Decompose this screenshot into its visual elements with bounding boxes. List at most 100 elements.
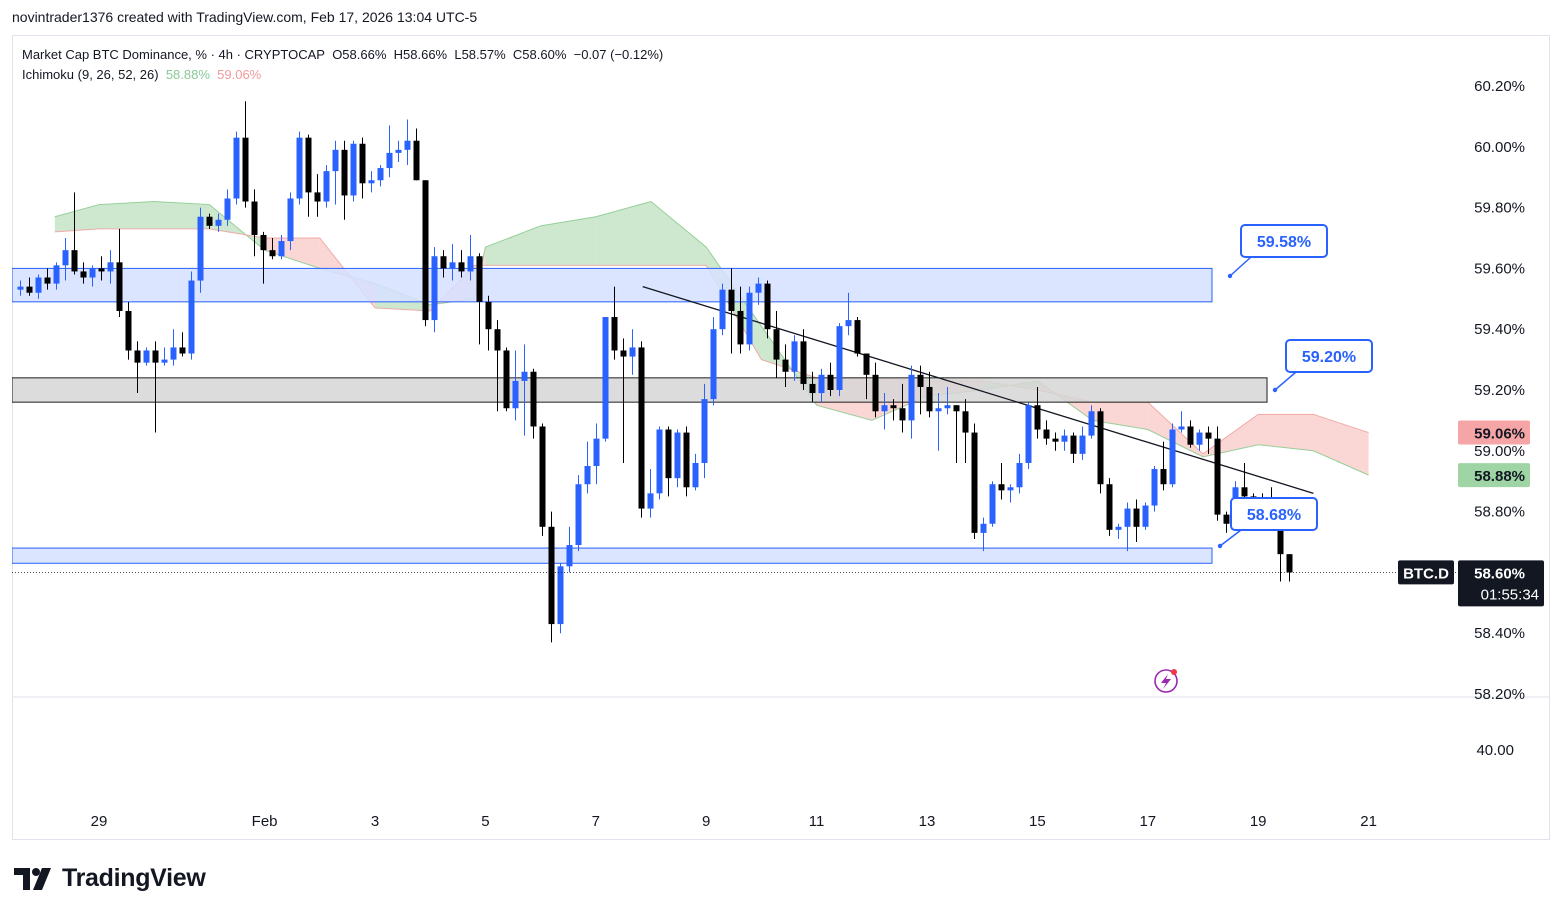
- candle[interactable]: [440, 250, 447, 278]
- candle[interactable]: [719, 283, 726, 336]
- candle[interactable]: [773, 310, 780, 378]
- candle[interactable]: [395, 140, 402, 162]
- candle[interactable]: [1169, 423, 1176, 488]
- candle[interactable]: [80, 262, 87, 284]
- candle[interactable]: [593, 423, 600, 485]
- candle[interactable]: [800, 329, 807, 390]
- candle[interactable]: [242, 101, 249, 208]
- candle[interactable]: [26, 277, 33, 296]
- candle[interactable]: [917, 365, 924, 415]
- candle[interactable]: [341, 140, 348, 220]
- candle[interactable]: [1070, 432, 1077, 463]
- candle[interactable]: [737, 286, 744, 354]
- candle[interactable]: [530, 368, 537, 439]
- candle[interactable]: [359, 137, 366, 199]
- candle[interactable]: [170, 329, 177, 366]
- candle[interactable]: [1106, 478, 1113, 536]
- candle[interactable]: [962, 399, 969, 463]
- candle[interactable]: [809, 371, 816, 403]
- candle[interactable]: [1214, 426, 1221, 521]
- candle[interactable]: [476, 253, 483, 345]
- candle[interactable]: [494, 320, 501, 412]
- trendline[interactable]: [642, 286, 1314, 494]
- candle[interactable]: [323, 165, 330, 208]
- candle[interactable]: [269, 238, 276, 260]
- candle[interactable]: [89, 265, 96, 287]
- candle[interactable]: [980, 517, 987, 552]
- zone-price-label[interactable]: 59.20%: [1272, 339, 1373, 393]
- candle[interactable]: [1160, 441, 1167, 491]
- candle[interactable]: [845, 292, 852, 336]
- candle[interactable]: [1151, 466, 1158, 512]
- candle[interactable]: [62, 238, 69, 281]
- candle[interactable]: [818, 368, 825, 403]
- candle[interactable]: [206, 213, 213, 229]
- candle[interactable]: [107, 250, 114, 284]
- candle[interactable]: [584, 441, 591, 494]
- candle[interactable]: [512, 350, 519, 421]
- candle[interactable]: [485, 295, 492, 351]
- candle[interactable]: [611, 286, 618, 360]
- candle[interactable]: [1016, 453, 1023, 494]
- candle[interactable]: [224, 189, 231, 226]
- candle[interactable]: [881, 393, 888, 430]
- candle[interactable]: [260, 231, 267, 284]
- candle[interactable]: [287, 192, 294, 251]
- candle[interactable]: [413, 128, 420, 181]
- candle[interactable]: [629, 329, 636, 375]
- candle[interactable]: [1097, 408, 1104, 494]
- candle[interactable]: [899, 383, 906, 433]
- price-chart[interactable]: 59.58% 59.20% 58.68% 60.20% 60.00% 59.80% 59.…: [12, 35, 1550, 840]
- candle[interactable]: [935, 393, 942, 451]
- candle[interactable]: [575, 475, 582, 552]
- candle[interactable]: [1205, 426, 1212, 454]
- candle[interactable]: [53, 262, 60, 290]
- candle[interactable]: [368, 171, 375, 193]
- candle[interactable]: [1007, 484, 1014, 503]
- candle[interactable]: [836, 323, 843, 397]
- candle[interactable]: [764, 280, 771, 339]
- candle[interactable]: [1025, 402, 1032, 470]
- candle[interactable]: [1178, 411, 1185, 433]
- candle[interactable]: [521, 344, 528, 436]
- candle[interactable]: [548, 511, 555, 643]
- candle[interactable]: [296, 131, 303, 205]
- candle[interactable]: [35, 274, 42, 299]
- candle[interactable]: [971, 423, 978, 539]
- candle[interactable]: [332, 140, 339, 205]
- candle[interactable]: [602, 317, 609, 442]
- candle[interactable]: [386, 125, 393, 178]
- candle[interactable]: [944, 386, 951, 415]
- candle[interactable]: [278, 234, 285, 260]
- candle[interactable]: [449, 244, 456, 281]
- candle[interactable]: [908, 365, 915, 439]
- candle[interactable]: [1079, 426, 1086, 460]
- legend-indicator[interactable]: Ichimoku (9, 26, 52, 26): [22, 67, 159, 82]
- candle[interactable]: [179, 332, 186, 357]
- candle[interactable]: [215, 213, 222, 232]
- candle[interactable]: [422, 180, 429, 327]
- candle[interactable]: [782, 344, 789, 387]
- candle[interactable]: [1223, 511, 1230, 533]
- candle[interactable]: [863, 353, 870, 400]
- candle[interactable]: [152, 341, 159, 433]
- candle[interactable]: [566, 526, 573, 573]
- candle[interactable]: [638, 341, 645, 518]
- candle[interactable]: [998, 462, 1005, 500]
- candle[interactable]: [71, 192, 78, 275]
- candle[interactable]: [710, 317, 717, 406]
- candle[interactable]: [1034, 386, 1041, 439]
- candle[interactable]: [890, 399, 897, 421]
- candle[interactable]: [1043, 420, 1050, 445]
- candle[interactable]: [98, 256, 105, 281]
- candle[interactable]: [1061, 429, 1068, 451]
- candle[interactable]: [17, 280, 24, 296]
- candle[interactable]: [620, 338, 627, 463]
- candle[interactable]: [1133, 499, 1140, 542]
- candle[interactable]: [143, 347, 150, 366]
- candle[interactable]: [728, 268, 735, 354]
- candle[interactable]: [44, 268, 51, 290]
- candle[interactable]: [305, 134, 312, 217]
- candle[interactable]: [854, 317, 861, 357]
- candle[interactable]: [161, 347, 168, 366]
